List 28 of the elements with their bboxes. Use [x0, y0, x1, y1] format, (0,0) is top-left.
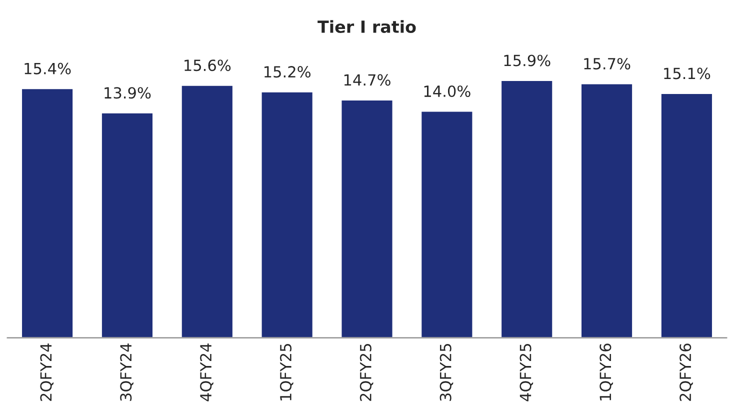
data-label: 15.7% [584, 58, 630, 70]
bar [260, 90, 314, 338]
x-tick-label: 4QFY25 [520, 344, 534, 402]
data-label: 15.4% [24, 62, 71, 74]
bar [180, 84, 234, 338]
bar [580, 82, 634, 338]
bar [500, 80, 554, 338]
x-tick-label: 2QFY26 [680, 344, 693, 401]
x-tick-label: 3QFY24 [120, 344, 134, 401]
x-tick-label: 3QFY25 [440, 344, 454, 401]
bar [340, 99, 394, 338]
data-label: 14.0% [424, 85, 470, 98]
bar [660, 92, 714, 338]
x-tick-label: 1QFY25 [280, 344, 294, 400]
x-tick-label: 2QFY25 [360, 344, 374, 401]
bar [420, 110, 474, 338]
chart-title: Tier I ratio [318, 20, 416, 34]
data-label: 14.7% [344, 74, 390, 86]
data-label: 15.9% [504, 54, 550, 66]
bar [100, 112, 154, 338]
data-label: 15.1% [664, 68, 710, 80]
bar [20, 88, 74, 338]
x-tick-label: 2QFY24 [40, 344, 54, 401]
data-label: 13.9% [104, 87, 151, 99]
x-tick-label: 4QFY24 [200, 344, 214, 402]
data-label: 15.2% [264, 66, 310, 78]
data-label: 15.6% [184, 60, 231, 72]
x-tick-label: 1QFY26 [600, 344, 613, 400]
